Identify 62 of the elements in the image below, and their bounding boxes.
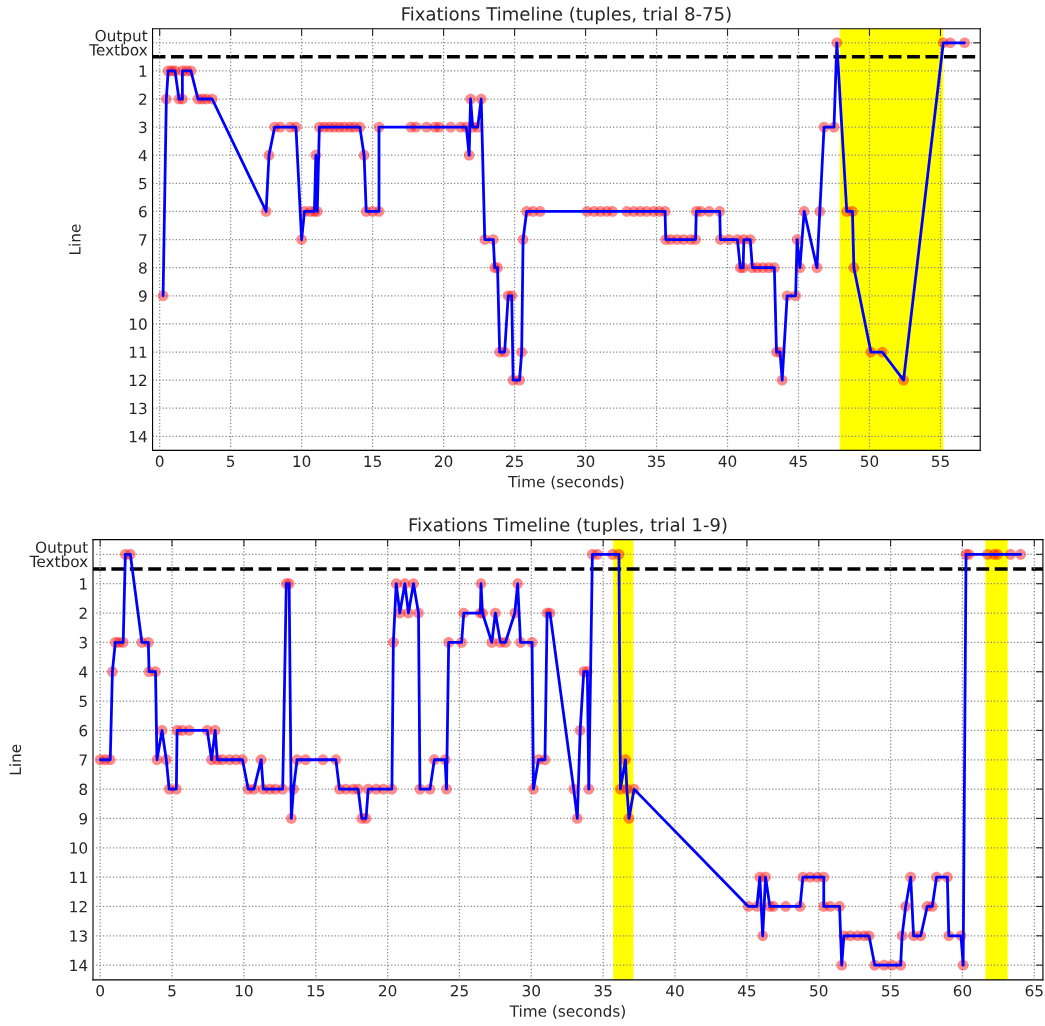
x-tick-label: 0	[96, 984, 105, 997]
y-tick-label: 5	[139, 178, 147, 190]
x-tick-label: 30	[522, 984, 541, 997]
x-tick-label: 15	[364, 455, 381, 468]
x-tick-label: 10	[293, 455, 311, 468]
y-tick-label: 5	[79, 695, 87, 708]
x-tick-label: 30	[577, 455, 595, 468]
x-tick-label: 5	[168, 985, 176, 997]
x-tick-label: 5	[226, 455, 235, 468]
y-tick-label: 13	[70, 930, 87, 942]
y-tick-label: Output Textbox	[29, 541, 88, 568]
x-tick-label: 10	[235, 984, 253, 997]
x-tick-label: 40	[666, 984, 684, 997]
y-tick-label: 2	[79, 607, 87, 619]
y-tick-label: 11	[70, 871, 87, 883]
y-tick-label: 14	[129, 431, 147, 443]
y-tick-label: 3	[139, 121, 147, 134]
y-tick-label: 9	[138, 290, 147, 302]
x-tick-label: 20	[379, 984, 397, 997]
chart-title: Fixations Timeline (tuples, trial 8-75)	[402, 6, 731, 25]
y-tick-label: 10	[70, 842, 88, 854]
x-tick-label: 25	[450, 984, 468, 997]
y-tick-label: 2	[139, 93, 147, 105]
y-tick-label: 1	[139, 65, 147, 77]
x-tick-label: 35	[594, 984, 612, 997]
y-tick-label: 12	[70, 900, 87, 913]
x-tick-label: 45	[737, 985, 756, 997]
y-tick-label: 4	[138, 149, 147, 162]
x-tick-label: 40	[718, 455, 737, 468]
y-tick-label: 9	[79, 812, 88, 825]
x-tick-label: 25	[505, 455, 523, 468]
y-tick-label: 11	[129, 346, 147, 358]
x-tick-label: 50	[810, 984, 828, 997]
x-tick-label: 0	[155, 455, 164, 468]
y-tick-label: 6	[139, 205, 147, 218]
y-axis-title: Line	[68, 224, 81, 254]
y-tick-label: 8	[79, 783, 88, 796]
x-tick-label: 55	[882, 985, 899, 997]
y-tick-label: 6	[79, 724, 88, 737]
y-tick-label: 13	[129, 402, 147, 415]
y-tick-label: 7	[79, 754, 87, 766]
x-tick-label: 20	[434, 455, 453, 468]
x-axis-title: Time (seconds)	[508, 475, 624, 490]
x-tick-label: 55	[931, 455, 949, 468]
y-tick-label: 10	[129, 318, 147, 330]
y-tick-label: 14	[70, 959, 88, 971]
x-tick-label: 60	[953, 984, 972, 997]
x-tick-label: 15	[307, 985, 325, 997]
x-axis-title: Time (seconds)	[509, 1005, 625, 1019]
y-tick-label: 8	[139, 262, 147, 274]
chart-title: Fixations Timeline (tuples, trial 1-9)	[409, 517, 727, 536]
y-tick-label: 1	[80, 578, 87, 590]
y-tick-label: 12	[129, 374, 147, 386]
x-tick-label: 50	[860, 455, 879, 468]
x-tick-label: 45	[789, 455, 807, 468]
y-tick-label: 3	[79, 636, 87, 649]
y-tick-label: 7	[139, 234, 147, 246]
x-tick-label: 35	[647, 455, 665, 468]
y-tick-label: 4	[79, 666, 88, 678]
x-tick-label: 65	[1025, 984, 1043, 997]
y-axis-title: Line	[9, 744, 22, 775]
y-tick-label: Output Textbox	[89, 29, 148, 56]
